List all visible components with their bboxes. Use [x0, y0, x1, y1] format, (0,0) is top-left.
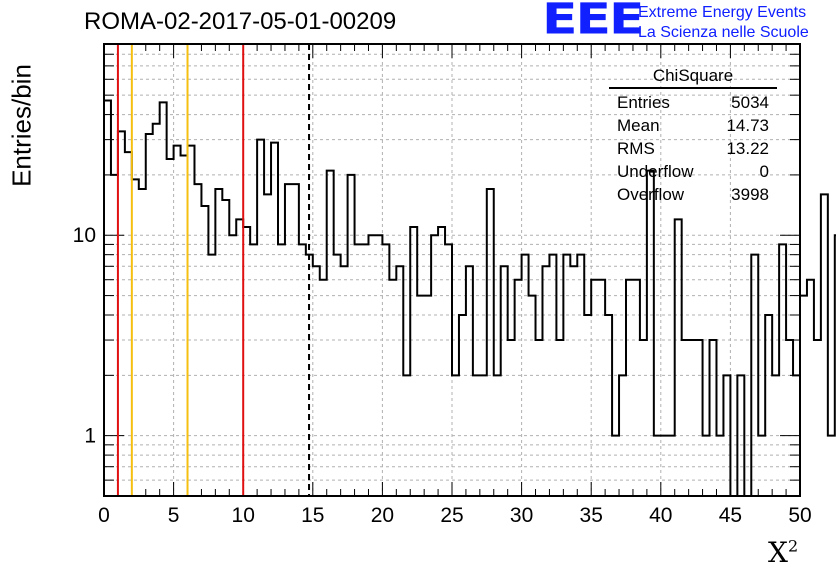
stats-title: ChiSquare: [609, 66, 777, 89]
bottom-mask: [102, 497, 802, 500]
x-tick-label: 45: [719, 504, 742, 527]
x-tick-label: 20: [371, 504, 394, 527]
eee-logo: EEE: [542, 0, 645, 45]
x-tick-label: 40: [649, 504, 672, 527]
stats-label: Underflow: [617, 162, 694, 181]
logo-line-1: Extreme Energy Events: [638, 4, 807, 21]
y-axis-label: Entries/bin: [6, 64, 37, 187]
stats-value: 3998: [731, 185, 769, 204]
x-tick-label: 10: [232, 504, 255, 527]
stats-row-entries: Entries 5034: [609, 91, 777, 114]
stats-label: RMS: [617, 139, 655, 158]
plot-frame: [103, 43, 801, 497]
stats-value: 13.22: [726, 139, 769, 158]
logo-line-2: La Scienza nelle Scuole: [638, 24, 809, 41]
x-axis-label: X2: [768, 536, 798, 569]
stats-box: ChiSquare Entries 5034 Mean 14.73 RMS 13.22…: [609, 66, 777, 206]
stats-label: Mean: [617, 116, 660, 135]
stats-row-underflow: Underflow 0: [609, 160, 777, 183]
x-axis-label-text: X: [768, 536, 788, 569]
stats-row-rms: RMS 13.22: [609, 137, 777, 160]
stats-row-mean: Mean 14.73: [609, 114, 777, 137]
x-tick-label: 35: [580, 504, 603, 527]
stats-value: 14.73: [726, 116, 769, 135]
x-tick-label: 15: [301, 504, 324, 527]
x-tick-label: 0: [98, 504, 110, 527]
y-tick-label: 10: [73, 224, 96, 247]
stats-value: 5034: [731, 93, 769, 112]
run-title: ROMA-02-2017-05-01-00209: [84, 8, 397, 35]
stats-label: Entries: [617, 93, 670, 112]
x-tick-label: 25: [440, 504, 463, 527]
x-tick-label: 50: [788, 504, 811, 527]
histogram-steps: [104, 99, 836, 499]
stats-row-overflow: Overflow 3998: [609, 183, 777, 206]
stats-value: 0: [759, 162, 769, 181]
x-tick-label: 30: [510, 504, 533, 527]
x-axis-label-sup: 2: [787, 536, 799, 556]
stats-label: Overflow: [617, 185, 685, 204]
y-tick-label: 1: [84, 425, 96, 448]
x-tick-label: 5: [168, 504, 180, 527]
